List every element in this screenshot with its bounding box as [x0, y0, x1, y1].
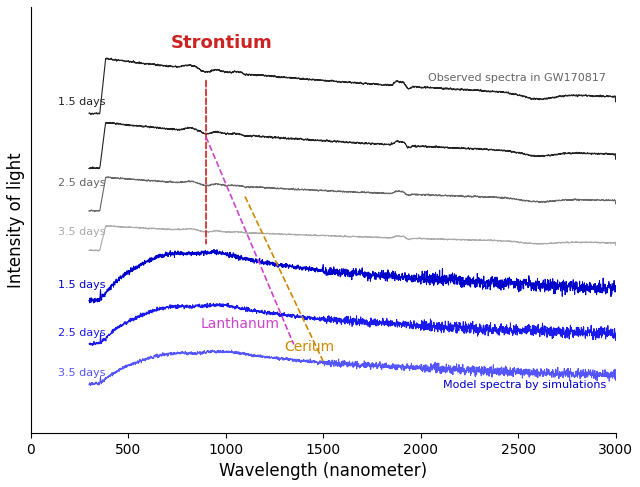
Text: 1.5 days: 1.5 days: [58, 97, 106, 107]
Y-axis label: Intensity of light: Intensity of light: [7, 152, 25, 288]
Text: 2.5 days: 2.5 days: [58, 178, 106, 188]
Text: Cerium: Cerium: [284, 339, 334, 354]
Text: 1.5 days: 1.5 days: [58, 281, 106, 290]
Text: Strontium: Strontium: [171, 34, 273, 52]
X-axis label: Wavelength (nanometer): Wavelength (nanometer): [219, 462, 427, 480]
Text: Lanthanum: Lanthanum: [200, 318, 279, 331]
Text: Observed spectra in GW170817: Observed spectra in GW170817: [428, 73, 606, 83]
Text: 2.5 days: 2.5 days: [58, 327, 106, 337]
Text: 3.5 days: 3.5 days: [58, 227, 106, 237]
Text: 3.5 days: 3.5 days: [58, 368, 106, 378]
Text: Model spectra by simulations: Model spectra by simulations: [442, 380, 606, 390]
